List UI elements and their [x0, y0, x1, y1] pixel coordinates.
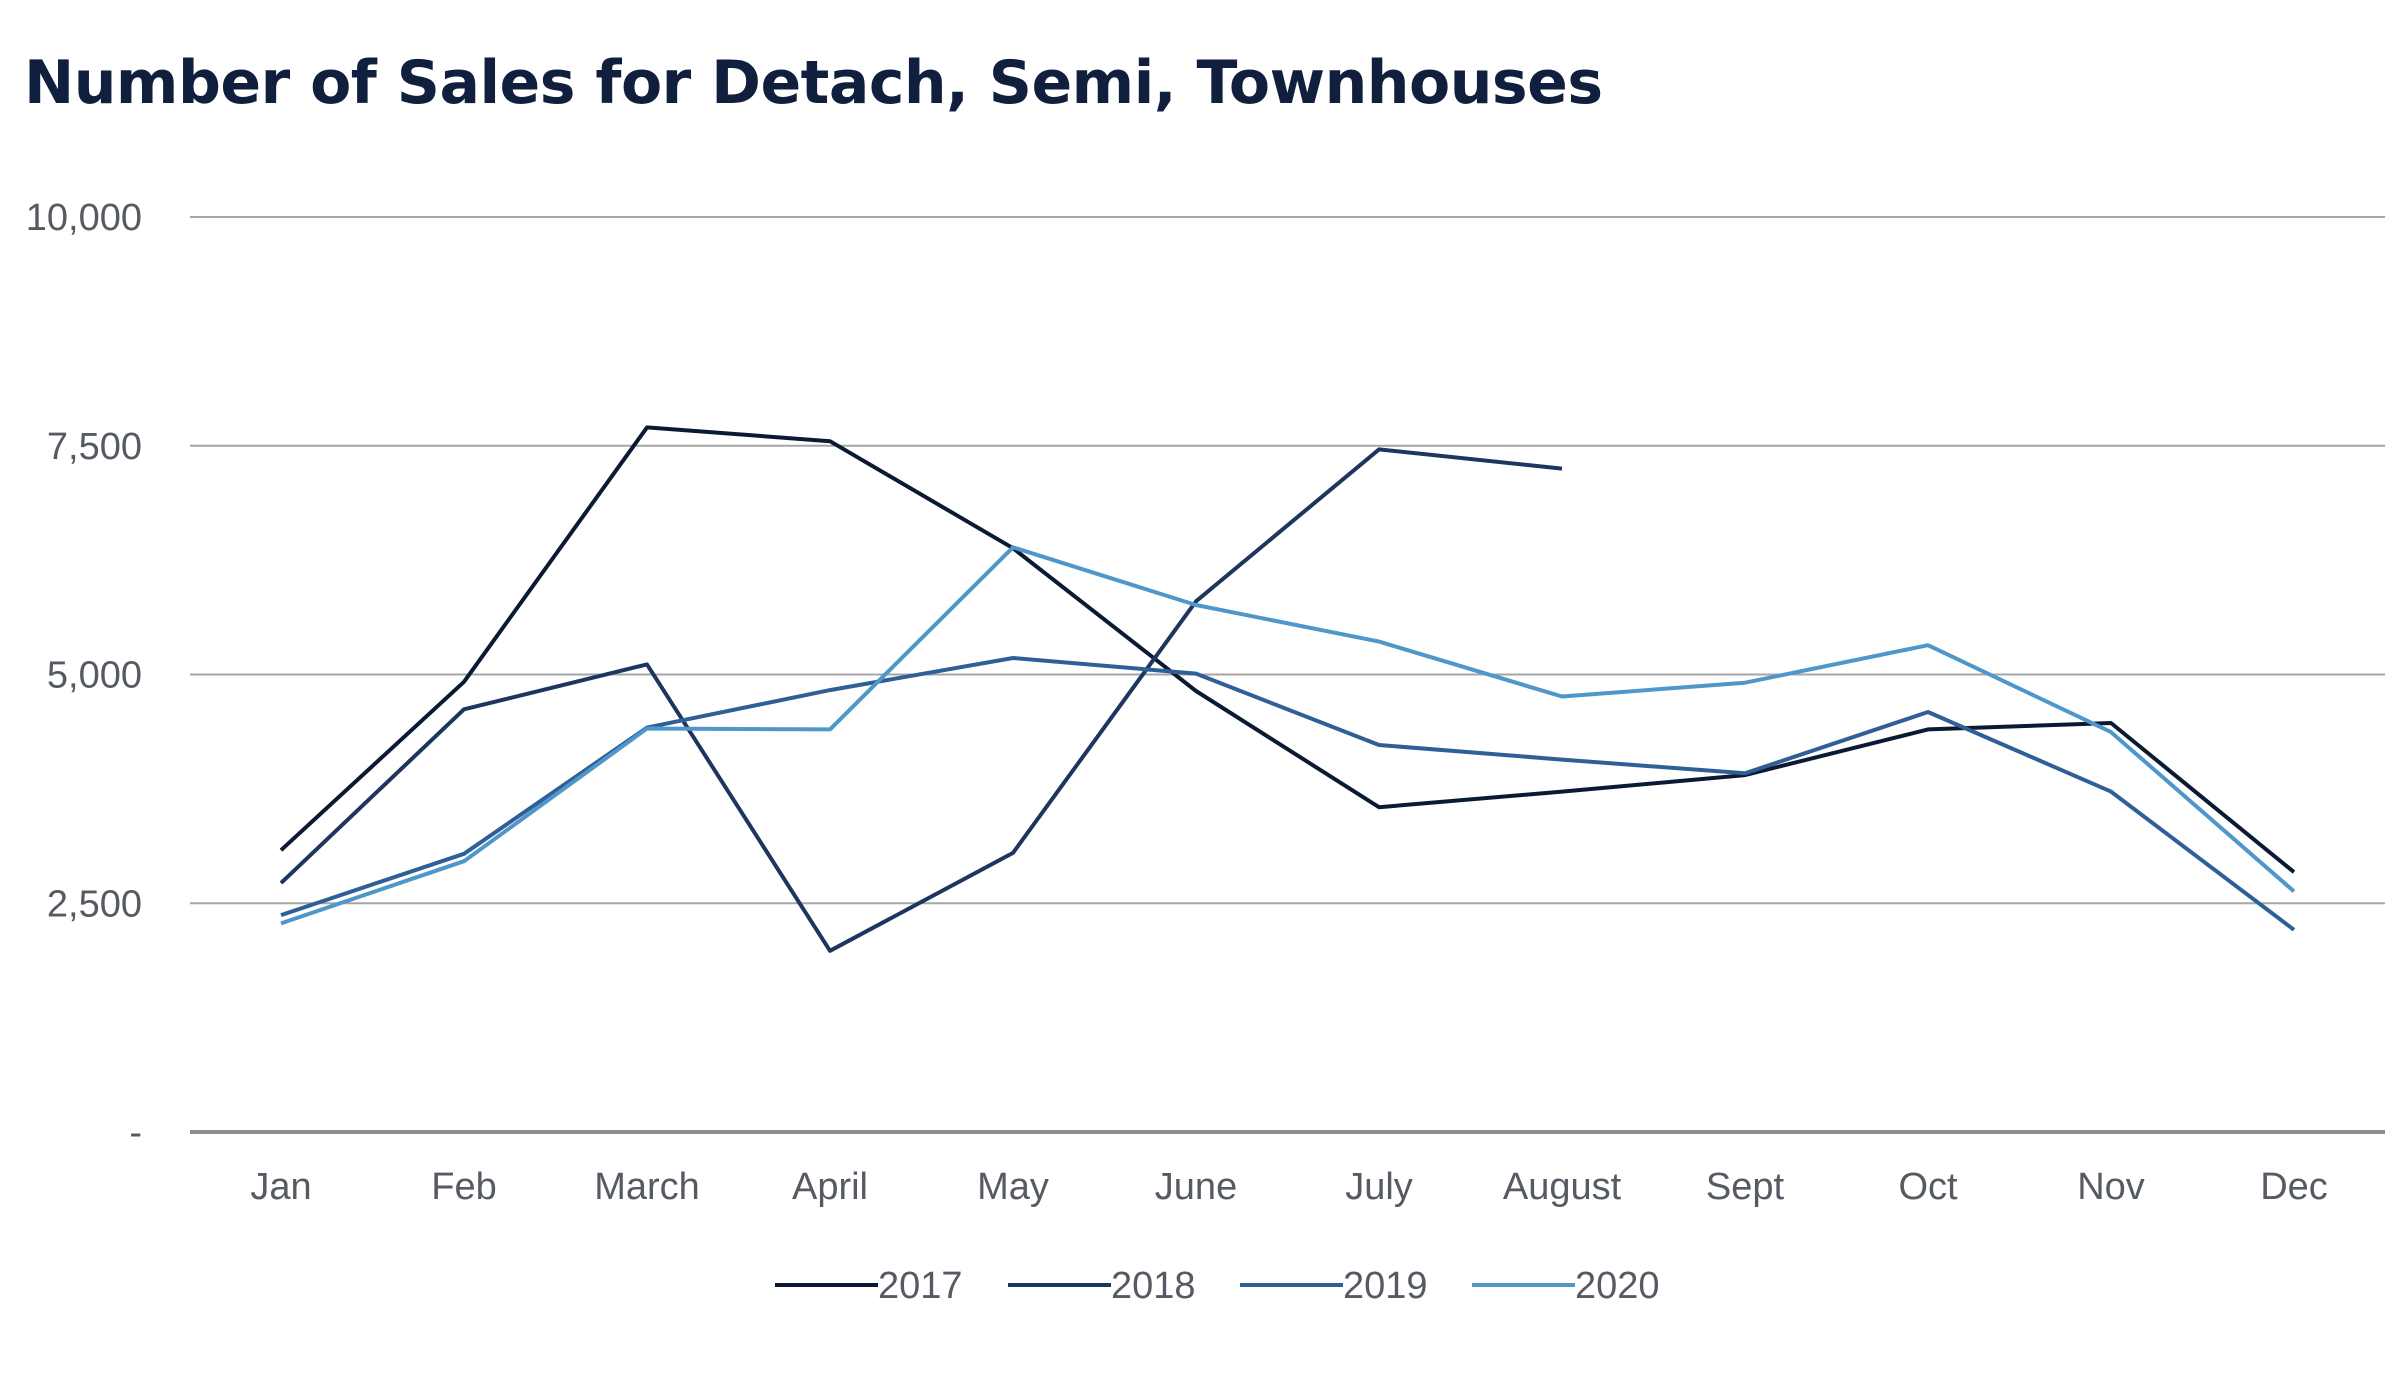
series-line-2019 [280, 656, 2296, 932]
x-tick-label: August [1503, 1166, 1622, 1208]
legend-item-2020: 2020 [1472, 1265, 1660, 1307]
x-tick-label: April [792, 1166, 868, 1208]
gridlines [190, 216, 2385, 1134]
x-tick-label: July [1345, 1166, 1413, 1208]
legend-item-2018: 2018 [1008, 1265, 1196, 1307]
x-axis-tick-labels: Jan Feb March April May June July August Sept Oct… [250, 1166, 2327, 1208]
x-tick-label: Dec [2260, 1166, 2328, 1208]
legend: 2017 2018 2019 2020 [775, 1265, 1660, 1307]
legend-label: 2019 [1343, 1265, 1428, 1307]
y-tick-label: - [129, 1112, 142, 1154]
y-tick-label: 2,500 [47, 883, 142, 925]
x-tick-label: Sept [1706, 1166, 1785, 1208]
legend-item-2017: 2017 [775, 1265, 963, 1307]
legend-label: 2020 [1575, 1265, 1660, 1307]
y-tick-label: 5,000 [47, 655, 142, 697]
legend-label: 2018 [1111, 1265, 1196, 1307]
legend-item-2019: 2019 [1240, 1265, 1428, 1307]
series-line-2017 [279, 425, 2296, 874]
x-tick-label: Feb [431, 1166, 496, 1208]
y-axis-tick-labels: - 2,500 5,000 7,500 10,000 [26, 197, 142, 1154]
x-tick-label: Nov [2077, 1166, 2145, 1208]
x-tick-label: May [977, 1166, 1049, 1208]
series-line-2020 [280, 545, 2296, 926]
x-tick-label: Jan [250, 1166, 311, 1208]
y-tick-label: 7,500 [47, 426, 142, 468]
series-lines [279, 425, 2296, 953]
series-line-2018 [279, 447, 1563, 953]
x-tick-label: Oct [1898, 1166, 1958, 1208]
x-tick-label: June [1155, 1166, 1237, 1208]
x-tick-label: March [594, 1166, 700, 1208]
y-tick-label: 10,000 [26, 197, 142, 239]
chart-title: Number of Sales for Detach, Semi, Townho… [24, 48, 1603, 118]
legend-label: 2017 [878, 1265, 963, 1307]
